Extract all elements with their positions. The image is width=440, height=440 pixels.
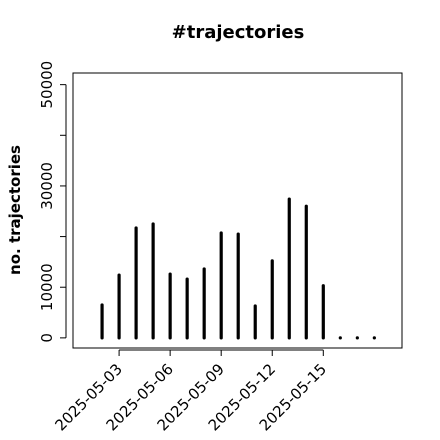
y-tick-label: 10000 bbox=[38, 263, 56, 311]
y-tick-label: 30000 bbox=[38, 162, 56, 210]
y-tick-label: 0 bbox=[38, 333, 56, 343]
y-tick-label: 50000 bbox=[38, 61, 56, 109]
plot-frame bbox=[72, 72, 403, 349]
y-axis-label: no. trajectories bbox=[6, 145, 24, 275]
chart-title: #trajectories bbox=[172, 22, 305, 43]
